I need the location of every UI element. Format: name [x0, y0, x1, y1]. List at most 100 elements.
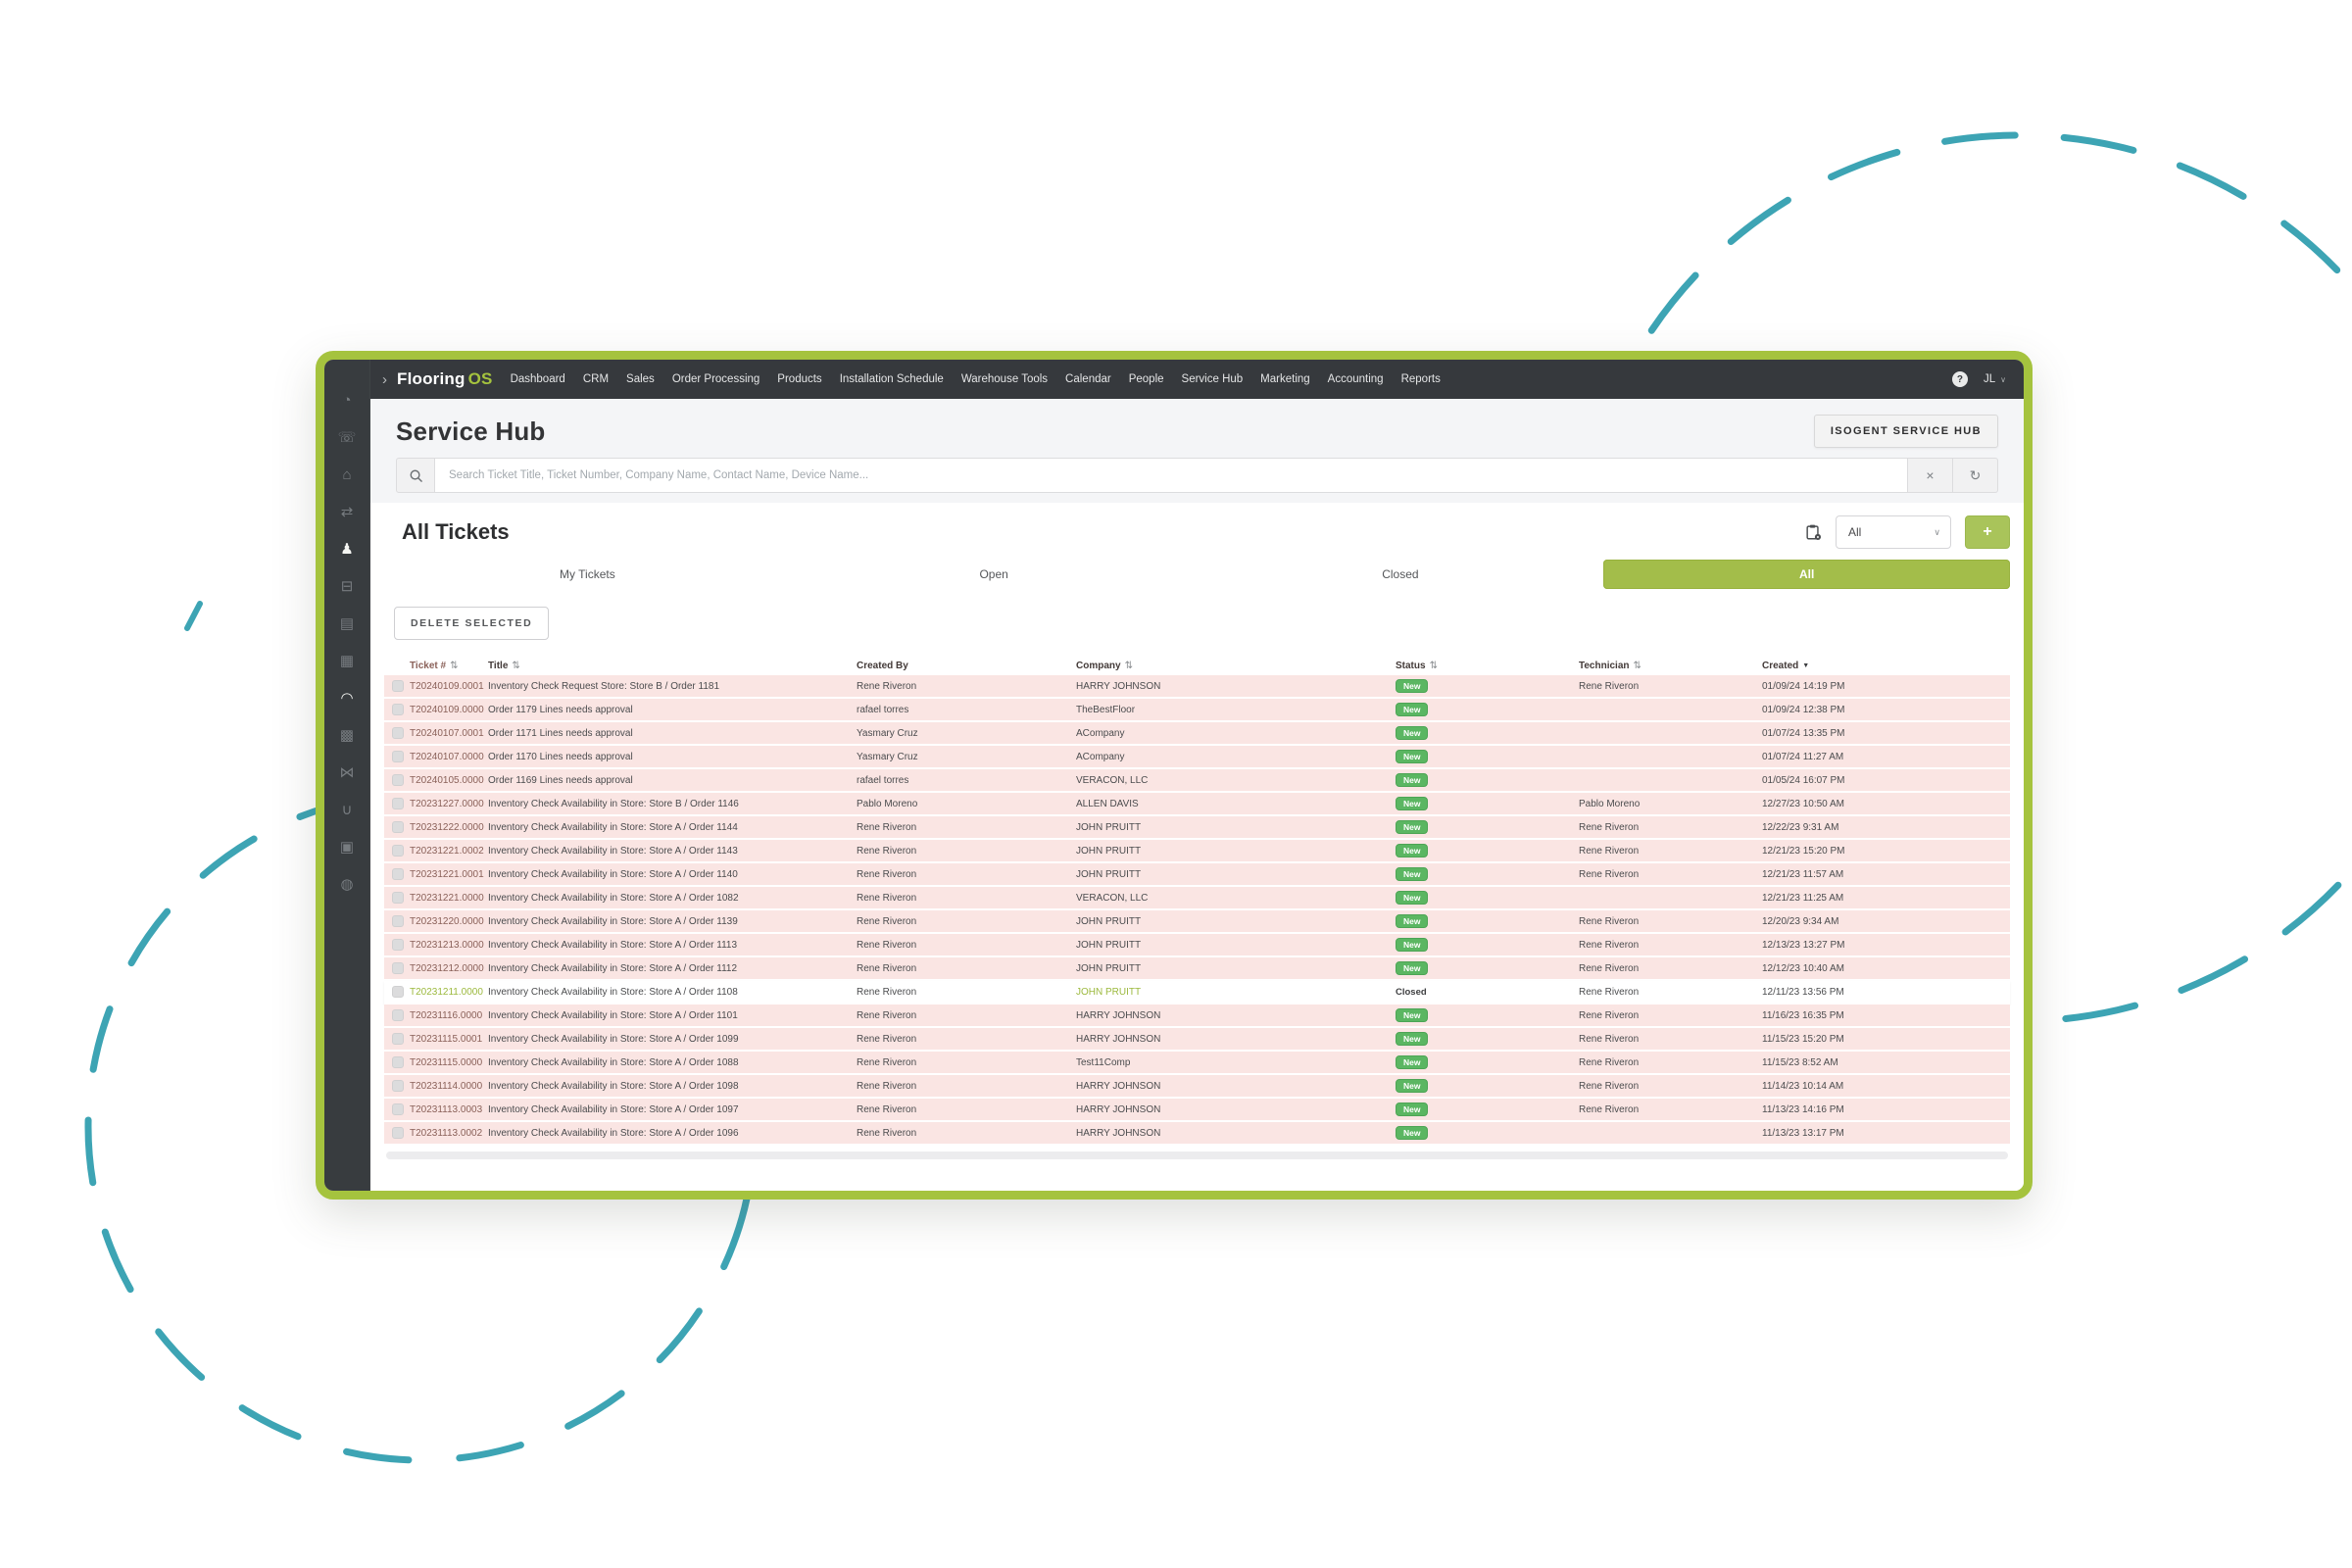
sort-icon[interactable]: ⇅ — [512, 660, 520, 671]
tab-open[interactable]: Open — [979, 567, 1008, 581]
table-row[interactable]: T20231212.0000 Inventory Check Availabili… — [384, 957, 2010, 981]
table-row[interactable]: T20231221.0000 Inventory Check Availabili… — [384, 887, 2010, 910]
horizontal-scrollbar[interactable] — [386, 1152, 2008, 1159]
nav-item-reports[interactable]: Reports — [1400, 373, 1441, 385]
nav-item-marketing[interactable]: Marketing — [1260, 373, 1310, 385]
table-row[interactable]: T20231220.0000 Inventory Check Availabili… — [384, 910, 2010, 934]
row-checkbox[interactable] — [392, 939, 404, 951]
table-row[interactable]: T20231115.0001 Inventory Check Availabili… — [384, 1028, 2010, 1052]
cell-ticket-number[interactable]: T20231221.0002 — [410, 845, 484, 857]
table-row[interactable]: T20240105.0000 Order 1169 Lines needs app… — [384, 769, 2010, 793]
cell-ticket-number[interactable]: T20231227.0000 — [410, 798, 484, 809]
table-row[interactable]: T20231113.0002 Inventory Check Availabili… — [384, 1122, 2010, 1146]
column-header-status[interactable]: Status ⇅ — [1350, 661, 1579, 671]
cell-ticket-number[interactable]: T20231212.0000 — [410, 962, 484, 974]
ticket-filter-select[interactable]: All ∨ — [1836, 515, 1951, 549]
row-checkbox[interactable] — [392, 774, 404, 786]
nav-item-warehouse-tools[interactable]: Warehouse Tools — [960, 373, 1049, 385]
row-checkbox[interactable] — [392, 821, 404, 833]
row-checkbox[interactable] — [392, 1127, 404, 1139]
row-checkbox[interactable] — [392, 868, 404, 880]
cell-ticket-number[interactable]: T20240109.0000 — [410, 704, 484, 715]
cell-ticket-number[interactable]: T20231220.0000 — [410, 915, 484, 927]
row-checkbox[interactable] — [392, 1009, 404, 1021]
people-icon[interactable]: ♟ — [340, 540, 354, 558]
help-icon[interactable]: ? — [1951, 371, 1968, 387]
dashboard-icon[interactable]: ◔ — [342, 391, 352, 409]
cell-ticket-number[interactable]: T20231115.0001 — [410, 1033, 483, 1045]
row-checkbox[interactable] — [392, 798, 404, 809]
nav-item-accounting[interactable]: Accounting — [1327, 373, 1384, 385]
sidebar-expand-chevron[interactable]: › — [382, 370, 387, 388]
cell-ticket-number[interactable]: T20231221.0001 — [410, 868, 484, 880]
column-header-ticket[interactable]: Ticket # ⇅ — [410, 661, 488, 671]
isogent-service-hub-button[interactable]: ISOGENT SERVICE HUB — [1813, 415, 1998, 448]
table-row[interactable]: T20231211.0000 Inventory Check Availabili… — [384, 981, 2010, 1004]
nav-item-installation-schedule[interactable]: Installation Schedule — [839, 373, 944, 385]
nav-item-crm[interactable]: CRM — [582, 373, 610, 385]
column-header-title[interactable]: Title ⇅ — [488, 661, 857, 671]
chart-icon[interactable]: ▤ — [339, 614, 355, 632]
table-row[interactable]: T20231222.0000 Inventory Check Availabili… — [384, 816, 2010, 840]
table-row[interactable]: T20231114.0000 Inventory Check Availabili… — [384, 1075, 2010, 1099]
cell-ticket-number[interactable]: T20240107.0001 — [410, 727, 484, 739]
column-header-company[interactable]: Company ⇅ — [1076, 661, 1350, 671]
image-icon[interactable]: ▣ — [339, 838, 355, 856]
delete-selected-button[interactable]: DELETE SELECTED — [394, 607, 550, 640]
tab-all[interactable]: All — [1603, 560, 2010, 589]
calendar-icon[interactable]: ▦ — [339, 652, 355, 669]
column-header-created[interactable]: Created ▼ — [1762, 661, 2010, 671]
table-row[interactable]: T20231221.0002 Inventory Check Availabili… — [384, 840, 2010, 863]
nav-item-products[interactable]: Products — [777, 373, 822, 385]
table-row[interactable]: T20231221.0001 Inventory Check Availabili… — [384, 863, 2010, 887]
cell-ticket-number[interactable]: T20231211.0000 — [410, 986, 483, 998]
table-row[interactable]: T20240109.0000 Order 1179 Lines needs app… — [384, 699, 2010, 722]
table-row[interactable]: T20231115.0000 Inventory Check Availabili… — [384, 1052, 2010, 1075]
row-checkbox[interactable] — [392, 962, 404, 974]
cell-ticket-number[interactable]: T20240109.0001 — [410, 680, 484, 692]
row-checkbox[interactable] — [392, 1033, 404, 1045]
sort-desc-icon[interactable]: ▼ — [1802, 662, 1810, 669]
cell-ticket-number[interactable]: T20231113.0003 — [410, 1103, 483, 1115]
cell-ticket-number[interactable]: T20231113.0002 — [410, 1127, 483, 1139]
nav-item-order-processing[interactable]: Order Processing — [671, 373, 760, 385]
tab-my-tickets[interactable]: My Tickets — [560, 567, 615, 581]
column-header-technician[interactable]: Technician ⇅ — [1579, 661, 1762, 671]
cell-ticket-number[interactable]: T20231114.0000 — [410, 1080, 483, 1092]
row-checkbox[interactable] — [392, 1103, 404, 1115]
grid-icon[interactable]: ▩ — [339, 726, 355, 744]
transfer-icon[interactable]: ⇄ — [340, 503, 354, 520]
ticket-board-settings-icon[interactable] — [1804, 523, 1822, 541]
table-row[interactable]: T20231113.0003 Inventory Check Availabili… — [384, 1099, 2010, 1122]
sort-icon[interactable]: ⇅ — [1124, 660, 1133, 671]
search-button[interactable] — [396, 458, 435, 493]
cell-ticket-number[interactable]: T20240105.0000 — [410, 774, 484, 786]
nav-item-calendar[interactable]: Calendar — [1065, 373, 1111, 385]
phone-icon[interactable]: ☏ — [337, 428, 357, 446]
sort-icon[interactable]: ⇅ — [1633, 660, 1642, 671]
refresh-button[interactable]: ↻ — [1953, 458, 1998, 493]
row-checkbox[interactable] — [392, 727, 404, 739]
cap-icon[interactable]: ◠ — [340, 689, 354, 707]
row-checkbox[interactable] — [392, 892, 404, 904]
sort-icon[interactable]: ⇅ — [450, 660, 459, 671]
nav-item-sales[interactable]: Sales — [626, 373, 655, 385]
cell-ticket-number[interactable]: T20231221.0000 — [410, 892, 484, 904]
search-input[interactable] — [435, 458, 1908, 493]
cell-ticket-number[interactable]: T20240107.0000 — [410, 751, 484, 762]
table-row[interactable]: T20231116.0000 Inventory Check Availabili… — [384, 1004, 2010, 1028]
table-row[interactable]: T20240109.0001 Inventory Check Request St… — [384, 675, 2010, 699]
nav-item-people[interactable]: People — [1128, 373, 1164, 385]
row-checkbox[interactable] — [392, 680, 404, 692]
sort-icon[interactable]: ⇅ — [1429, 660, 1438, 671]
cell-ticket-number[interactable]: T20231213.0000 — [410, 939, 484, 951]
table-row[interactable]: T20240107.0001 Order 1171 Lines needs app… — [384, 722, 2010, 746]
tab-closed[interactable]: Closed — [1382, 567, 1419, 581]
row-checkbox[interactable] — [392, 915, 404, 927]
truck-icon[interactable]: ⊟ — [340, 577, 354, 595]
row-checkbox[interactable] — [392, 751, 404, 762]
cell-ticket-number[interactable]: T20231222.0000 — [410, 821, 484, 833]
table-row[interactable]: T20240107.0000 Order 1170 Lines needs app… — [384, 746, 2010, 769]
row-checkbox[interactable] — [392, 1056, 404, 1068]
row-checkbox[interactable] — [392, 845, 404, 857]
